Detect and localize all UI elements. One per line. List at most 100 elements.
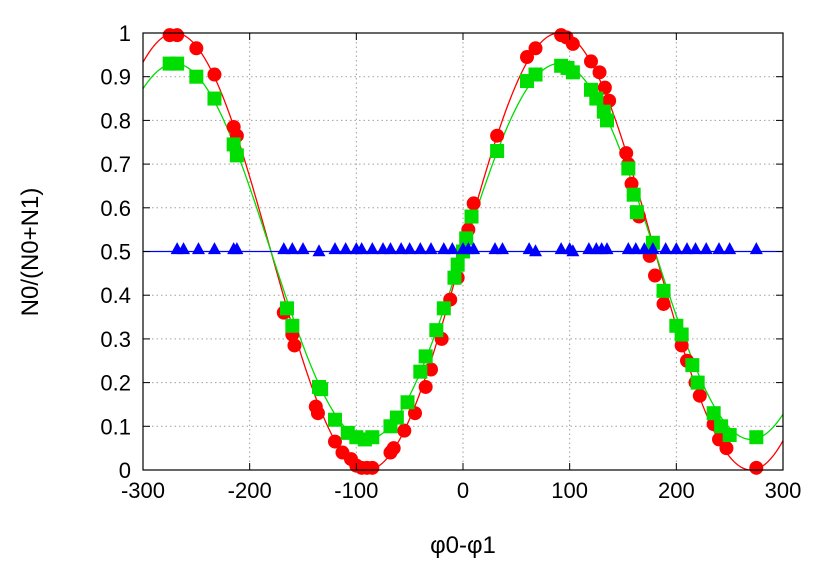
data-point-square [418,349,433,364]
x-tick-label: 200 [658,478,695,503]
data-point-square [464,209,479,224]
data-point-triangle [749,242,763,255]
data-point-circle [170,28,185,43]
data-point-circle [490,128,505,143]
data-point-triangle [699,242,713,255]
data-point-triangle [637,242,651,255]
data-point-circle [386,441,401,456]
data-point-circle [749,460,764,475]
data-point-triangle [394,242,408,255]
y-tick-label: 0.9 [100,65,131,90]
data-point-circle [397,423,412,438]
data-point-triangle [191,242,205,255]
data-point-circle [328,434,342,449]
data-point-triangle [659,242,673,255]
data-point-triangle [669,242,683,255]
x-axis-label: φ0-φ1 [430,532,496,559]
data-point-square [389,410,404,425]
data-point-triangle [413,242,427,255]
y-tick-label: 1 [119,21,131,46]
data-point-circle [310,406,325,421]
data-point-circle [424,362,438,377]
data-point-triangle [566,244,580,257]
data-point-circle [466,196,481,211]
data-point-circle [189,41,204,56]
y-tick-label: 0.6 [100,196,131,221]
data-point-triangle [177,242,191,255]
axis-ticks: -300 -200 -100 0 100 200 300 0 0.1 0.2 0.3 0.4 0.5 0.… [100,21,801,503]
data-point-triangle [207,242,221,255]
x-tick-label: 300 [765,478,802,503]
data-point-square [280,301,294,316]
data-point-circle [592,65,607,80]
data-point-triangle [600,242,614,255]
data-point-square [314,382,329,397]
data-point-square [450,257,465,272]
y-tick-label: 0.5 [100,240,131,265]
x-tick-label: -100 [334,478,378,503]
data-point-circle [674,338,689,353]
y-tick-label: 0.2 [100,371,131,396]
data-point-circle [692,388,707,403]
data-point-triangle [554,242,568,255]
y-tick-label: 0.1 [100,414,131,439]
data-point-square [447,270,462,285]
data-point-square [189,69,204,84]
data-point-triangle [339,242,353,255]
y-tick-label: 0.3 [100,327,131,352]
data-point-square [429,323,444,338]
data-point-circle [418,379,433,394]
y-axis-label: N0/(N0+N1) [17,188,44,317]
y-tick-label: 0 [119,458,131,483]
data-point-square [436,301,451,316]
data-point-square [285,318,300,333]
data-point-circle [207,67,222,82]
data-point-square [685,358,700,373]
data-point-square [629,205,644,220]
data-point-circle [584,54,598,69]
data-point-triangle [629,242,643,255]
data-point-circle [619,146,634,161]
y-tick-label: 0.7 [100,152,131,177]
data-point-triangle [646,242,660,255]
data-point-triangle [723,242,737,255]
data-point-square [656,283,671,298]
data-point-square [722,428,737,443]
data-point-circle [565,36,580,51]
data-point-triangle [495,242,509,255]
data-point-square [229,148,244,163]
x-tick-label: 100 [551,478,588,503]
x-tick-label: -200 [228,478,272,503]
x-tick-label: -300 [121,478,165,503]
data-point-square [565,65,580,80]
data-point-square [365,430,380,445]
data-point-triangle [437,242,451,255]
data-point-triangle [424,242,438,255]
data-point-triangle [383,242,397,255]
data-point-square [226,137,241,152]
data-point-square [459,231,474,246]
y-tick-label: 0.4 [100,283,131,308]
data-point-square [749,430,764,445]
data-point-square [413,364,428,379]
data-point-circle [520,50,534,65]
data-point-circle [719,441,734,456]
data-point-triangle [328,242,342,255]
data-point-triangle [445,242,459,255]
data-point-square [706,406,721,421]
data-point-square [690,375,705,390]
x-tick-label: 0 [457,478,469,503]
data-point-circle [287,338,302,353]
data-point-square [490,143,505,158]
data-point-square [674,327,689,342]
data-point-triangle [296,242,310,255]
data-point-circle [656,296,671,311]
y-tick-label: 0.8 [100,108,131,133]
data-point-circle [365,460,380,475]
data-point-circle [408,406,422,421]
data-markers [162,28,764,475]
data-point-circle [602,93,617,108]
data-point-square [207,91,222,106]
data-point-circle [624,176,639,191]
